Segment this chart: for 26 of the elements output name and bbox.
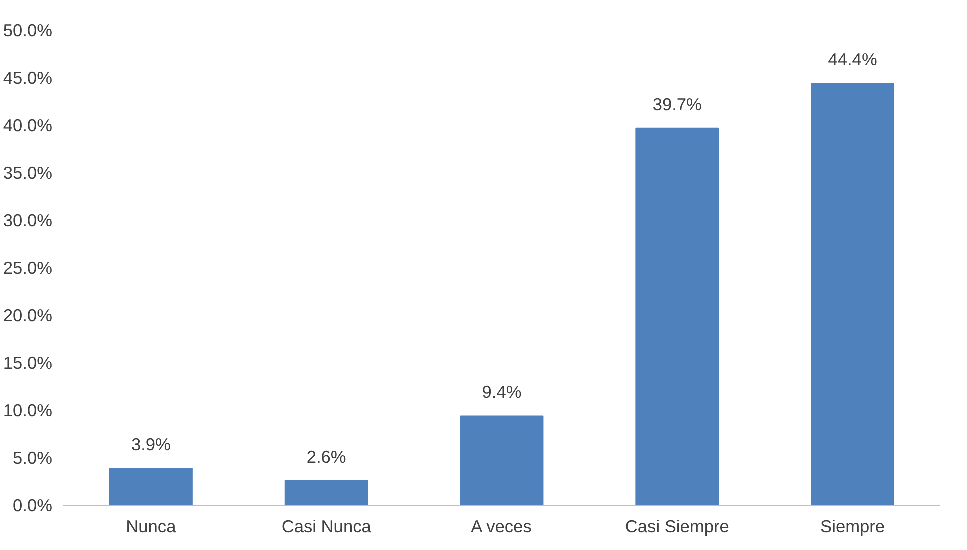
x-tick-label: Casi Nunca [282, 516, 372, 536]
y-tick-label: 50.0% [3, 20, 53, 40]
bar [636, 128, 720, 506]
x-tick-label: Casi Siempre [625, 516, 730, 536]
bar [460, 416, 544, 506]
bar [284, 480, 368, 506]
y-tick-label: 25.0% [3, 258, 53, 278]
y-tick-label: 0.0% [13, 496, 53, 516]
y-tick-label: 20.0% [3, 306, 53, 326]
y-tick-label: 45.0% [3, 68, 53, 88]
x-tick-label: Nunca [126, 516, 177, 536]
data-label: 39.7% [652, 94, 702, 114]
y-tick-label: 10.0% [3, 400, 53, 420]
y-tick-label: 35.0% [3, 163, 53, 183]
y-tick-label: 40.0% [3, 116, 53, 136]
data-label: 9.4% [482, 382, 522, 402]
data-label: 44.4% [828, 50, 878, 70]
bar [109, 468, 193, 506]
y-tick-label: 5.0% [13, 448, 53, 468]
y-tick-label: 15.0% [3, 353, 53, 373]
x-tick-label: A veces [471, 516, 532, 536]
bar [811, 83, 895, 506]
data-label: 3.9% [131, 434, 171, 454]
x-tick-label: Siempre [820, 516, 886, 536]
y-tick-label: 30.0% [3, 210, 53, 230]
data-label: 2.6% [306, 446, 346, 467]
